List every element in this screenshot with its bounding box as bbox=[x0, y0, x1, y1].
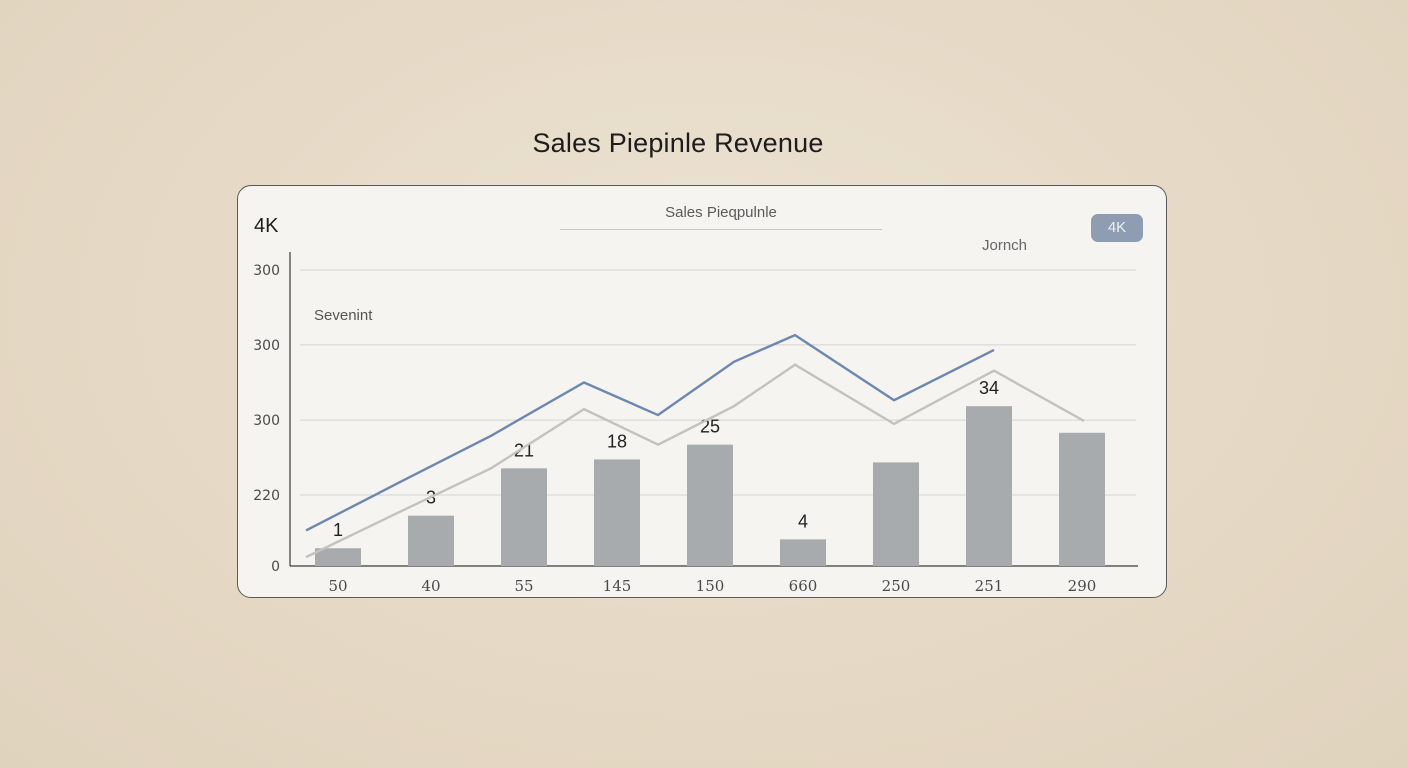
bar-data-label: 4 bbox=[798, 511, 808, 531]
x-tick-label: 660 bbox=[789, 577, 818, 595]
bar bbox=[966, 406, 1012, 566]
legend-label-left: Sevenint bbox=[314, 307, 373, 324]
y-tick-label: 0 bbox=[271, 559, 280, 575]
chart-inner-title: Sales Pieɋpulnle bbox=[665, 204, 777, 221]
bar-data-label: 1 bbox=[333, 520, 343, 540]
bar bbox=[1059, 432, 1105, 566]
y-tick-label: 300 bbox=[253, 338, 280, 354]
y-tick-label: 220 bbox=[253, 488, 280, 504]
line-series-primary bbox=[305, 333, 995, 532]
x-tick-label: 250 bbox=[882, 577, 911, 595]
y-tick-label: 300 bbox=[253, 413, 280, 429]
bar bbox=[408, 515, 454, 566]
bar-data-label: 18 bbox=[607, 431, 627, 451]
bar bbox=[873, 462, 919, 566]
legend-label-right: Jornch bbox=[982, 237, 1028, 254]
y-tick-label: 300 bbox=[253, 263, 280, 279]
x-tick-label: 40 bbox=[421, 577, 440, 595]
line-series-secondary bbox=[305, 363, 1085, 559]
x-tick-label: 150 bbox=[696, 577, 725, 595]
bar-data-label: 34 bbox=[979, 378, 999, 398]
x-tick-label: 55 bbox=[514, 577, 533, 595]
bar bbox=[594, 459, 640, 566]
x-tick-label: 50 bbox=[328, 577, 347, 595]
x-tick-label: 251 bbox=[975, 577, 1004, 595]
title-underline bbox=[560, 229, 882, 230]
x-tick-label: 145 bbox=[603, 577, 632, 595]
chart-card: 4K Sales Pieɋpulnle 4K Jornch Sevenint 3… bbox=[237, 185, 1167, 598]
bar bbox=[780, 539, 826, 566]
bar bbox=[687, 444, 733, 566]
x-tick-label: 290 bbox=[1068, 577, 1097, 595]
resolution-badge[interactable]: 4K bbox=[1091, 214, 1143, 242]
bar bbox=[315, 548, 361, 566]
page-title: Sales Piepinle Revenue bbox=[532, 128, 824, 158]
corner-scale-label: 4K bbox=[254, 215, 279, 237]
bar bbox=[501, 468, 547, 566]
chart-plot: 3003003002200501403552114518150256604250… bbox=[253, 252, 1138, 595]
